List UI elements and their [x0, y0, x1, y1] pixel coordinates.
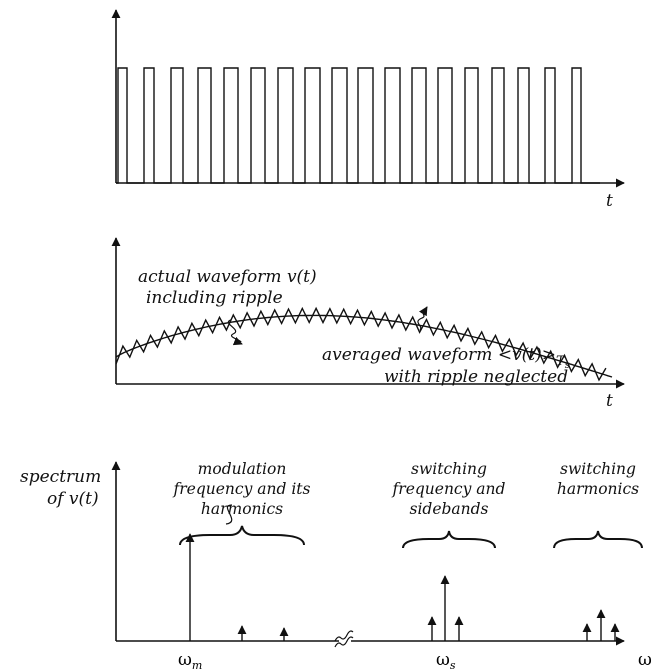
panel1-x-label: t: [606, 191, 613, 211]
harmonics-group-label-line1: switching: [560, 460, 636, 478]
modulation-spectral-lines: [185, 533, 289, 641]
averaged-waveform-label-line2: with ripple neglected: [384, 367, 568, 387]
harmonic-spectral-lines: [582, 609, 620, 641]
spectrum-y-label-line1: spectrum: [20, 467, 101, 487]
actual-waveform-label-line2: including ripple: [146, 288, 283, 308]
axis-break-marks: [334, 630, 354, 648]
switching-group-brace: [402, 530, 496, 549]
spectrum-y-label-line2: of v(t): [47, 489, 99, 509]
omega-s-symbol: ω: [436, 650, 450, 669]
switched-waveform-panel: t: [111, 9, 625, 211]
pwm-waveform: [116, 67, 600, 184]
actual-waveform-ripple: [115, 306, 607, 382]
panel2-x-label: t: [606, 391, 613, 411]
omega-m-subscript: m: [192, 659, 202, 669]
averaged-waveform-curve: [115, 314, 613, 378]
omega-m-tick-label: ωm: [178, 650, 202, 669]
averaged-label-subscript: T: [556, 354, 566, 369]
harmonics-group-brace: [553, 530, 643, 549]
averaged-waveform-label-line1: averaged waveform <v(t)>Ts: [322, 345, 570, 371]
omega-s-subscript: s: [450, 659, 456, 669]
panel3-x-label: ω: [638, 650, 652, 669]
modulation-group-label-line3: harmonics: [201, 500, 283, 518]
modulation-group-brace: [179, 525, 305, 546]
actual-pointer-arrowhead: [232, 336, 243, 346]
switching-group-label-line2: frequency and: [392, 480, 506, 498]
actual-pointer-squiggle: [225, 504, 233, 525]
switching-spectral-lines: [427, 575, 464, 641]
omega-m-symbol: ω: [178, 650, 192, 669]
modulation-group-label-line1: modulation: [198, 460, 287, 478]
omega-s-tick-label: ωs: [436, 650, 456, 669]
modulation-group-label-line2: frequency and its: [173, 480, 311, 498]
switching-group-label-line1: switching: [411, 460, 487, 478]
spectrum-panel: spectrum of v(t) modulation frequency an…: [20, 460, 652, 669]
averaged-label-main: averaged waveform <v(t)>: [322, 345, 556, 365]
averaged-waveform-panel: actual waveform v(t) including ripple av…: [111, 237, 625, 525]
switching-group-label-line3: sidebands: [409, 500, 488, 518]
actual-waveform-label-line1: actual waveform v(t): [138, 267, 317, 287]
averaged-label-subsubscript: s: [565, 360, 570, 371]
averaged-pointer-arrowhead: [418, 306, 428, 317]
harmonics-group-label-line2: harmonics: [557, 480, 639, 498]
